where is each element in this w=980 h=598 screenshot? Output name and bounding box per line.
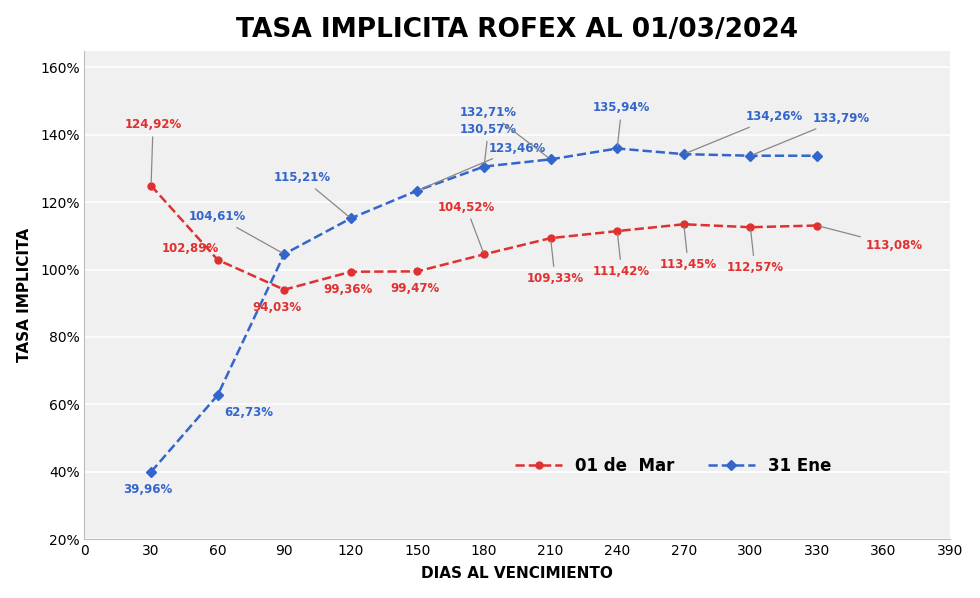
- Text: 39,96%: 39,96%: [123, 483, 172, 496]
- Text: 130,57%: 130,57%: [460, 123, 517, 164]
- X-axis label: DIAS AL VENCIMIENTO: DIAS AL VENCIMIENTO: [421, 566, 613, 581]
- Text: 104,52%: 104,52%: [438, 200, 495, 252]
- Text: 132,71%: 132,71%: [460, 106, 549, 158]
- Y-axis label: TASA IMPLICITA: TASA IMPLICITA: [17, 228, 31, 362]
- Text: 123,46%: 123,46%: [420, 142, 546, 190]
- Text: 109,33%: 109,33%: [526, 241, 584, 285]
- Text: 104,61%: 104,61%: [189, 210, 282, 253]
- Legend: 01 de  Mar, 31 Ene: 01 de Mar, 31 Ene: [509, 451, 838, 482]
- Text: 94,03%: 94,03%: [253, 301, 302, 313]
- Text: 113,08%: 113,08%: [819, 226, 923, 252]
- Text: 135,94%: 135,94%: [593, 102, 651, 146]
- Text: 113,45%: 113,45%: [660, 227, 716, 271]
- Text: 134,26%: 134,26%: [686, 111, 804, 153]
- Text: 62,73%: 62,73%: [224, 406, 273, 419]
- Title: TASA IMPLICITA ROFEX AL 01/03/2024: TASA IMPLICITA ROFEX AL 01/03/2024: [236, 17, 799, 42]
- Text: 124,92%: 124,92%: [124, 118, 181, 183]
- Text: 102,89%: 102,89%: [162, 242, 220, 255]
- Text: 115,21%: 115,21%: [273, 171, 349, 216]
- Text: 111,42%: 111,42%: [593, 234, 650, 278]
- Text: 133,79%: 133,79%: [753, 112, 869, 155]
- Text: 99,36%: 99,36%: [323, 283, 372, 295]
- Text: 112,57%: 112,57%: [726, 230, 783, 274]
- Text: 99,47%: 99,47%: [390, 282, 439, 295]
